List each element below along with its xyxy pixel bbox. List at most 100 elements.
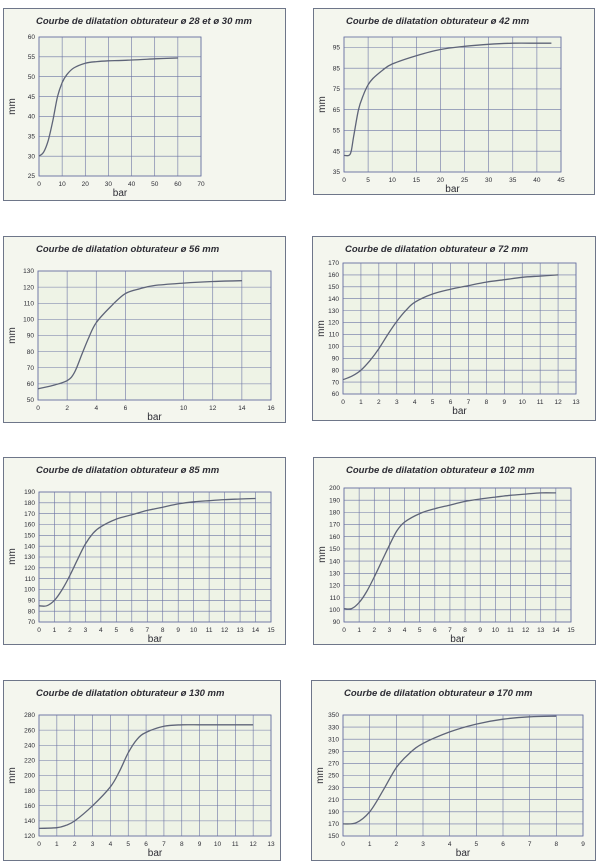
chart-title: Courbe de dilatation obturateur ø 85 mm	[36, 465, 220, 476]
chart-panel: Courbe de dilatation obturateur ø 72 mm 0…	[312, 236, 596, 421]
chart-title: Courbe de dilatation obturateur ø 102 mm	[346, 465, 535, 476]
x-tick-label: 11	[537, 399, 544, 406]
y-tick-label: 270	[328, 761, 339, 768]
x-axis-label: bar	[452, 406, 467, 417]
x-tick-label: 6	[124, 405, 128, 412]
y-tick-label: 90	[28, 598, 36, 605]
x-tick-label: 20	[82, 181, 90, 188]
y-tick-label: 90	[27, 333, 35, 340]
y-tick-label: 240	[24, 742, 35, 749]
y-tick-label: 350	[328, 712, 339, 719]
chart-plot: 0 1 2 3 4 5 6 7 8 9 10 11 12 136070809010011012013014…	[328, 260, 580, 406]
x-tick-label: 5	[418, 627, 422, 634]
y-tick-label: 95	[333, 45, 341, 52]
y-tick-label: 80	[332, 367, 340, 374]
x-tick-label: 10	[180, 405, 188, 412]
x-tick-label: 7	[162, 841, 166, 848]
y-axis-label: mm	[6, 97, 18, 115]
y-axis-label: mm	[6, 326, 18, 344]
x-tick-label: 16	[267, 405, 275, 412]
x-tick-label: 4	[403, 627, 407, 634]
y-tick-label: 150	[328, 284, 339, 291]
x-tick-label: 5	[431, 399, 435, 406]
y-tick-label: 60	[27, 381, 35, 388]
y-tick-label: 45	[333, 148, 341, 155]
x-tick-label: 11	[206, 627, 213, 634]
x-tick-label: 8	[180, 841, 184, 848]
y-tick-label: 140	[328, 296, 339, 303]
y-tick-label: 50	[27, 397, 35, 404]
y-tick-label: 180	[329, 510, 340, 517]
x-tick-label: 3	[91, 841, 95, 848]
y-tick-label: 140	[329, 558, 340, 565]
y-axis-label: mm	[6, 766, 18, 784]
chart-plot: 0 1 2 3 4 5 6 7 8 9 10 11 12 131201401601802002202402…	[24, 712, 275, 848]
x-tick-label: 8	[463, 627, 467, 634]
x-tick-label: 6	[144, 841, 148, 848]
x-tick-label: 35	[509, 177, 517, 184]
x-tick-label: 0	[36, 405, 40, 412]
x-tick-label: 0	[342, 627, 346, 634]
plot-area	[342, 262, 577, 395]
x-tick-label: 50	[151, 181, 159, 188]
chart-title: Courbe de dilatation obturateur ø 170 mm	[344, 688, 533, 699]
x-tick-label: 1	[53, 627, 57, 634]
x-tick-label: 4	[99, 627, 103, 634]
x-axis-label: bar	[147, 848, 163, 859]
y-tick-label: 280	[24, 712, 35, 719]
x-tick-label: 13	[236, 627, 244, 634]
y-tick-label: 190	[24, 489, 35, 496]
y-tick-label: 40	[28, 114, 36, 121]
x-tick-label: 8	[555, 841, 559, 848]
x-tick-label: 2	[65, 405, 69, 412]
chart-title: Courbe de dilatation obturateur ø 72 mm	[345, 244, 529, 255]
x-tick-label: 2	[395, 841, 399, 848]
x-tick-label: 15	[267, 627, 275, 634]
x-tick-label: 0	[37, 627, 41, 634]
x-tick-label: 40	[128, 181, 136, 188]
y-tick-label: 110	[24, 300, 35, 307]
x-tick-label: 0	[342, 177, 346, 184]
chart-panel: Courbe de dilatation obturateur ø 28 et …	[3, 8, 286, 201]
series-line	[37, 280, 242, 390]
x-tick-label: 60	[174, 181, 182, 188]
x-tick-label: 11	[507, 627, 514, 634]
y-tick-label: 90	[333, 619, 341, 626]
y-tick-label: 100	[24, 587, 35, 594]
x-tick-label: 2	[68, 627, 72, 634]
x-tick-label: 2	[73, 841, 77, 848]
chart-panel: Courbe de dilatation obturateur ø 130 mm…	[3, 680, 281, 861]
y-tick-label: 70	[27, 365, 35, 372]
chart-plot: 0 10 20 30 40 50 60 70 25 30 35 40 45 50 55 60	[28, 34, 205, 188]
y-tick-label: 220	[24, 758, 35, 765]
x-tick-label: 6	[501, 841, 505, 848]
chart-title: Courbe de dilatation obturateur ø 42 mm	[346, 16, 530, 27]
x-tick-label: 12	[250, 841, 258, 848]
y-tick-label: 160	[329, 534, 340, 541]
x-tick-label: 7	[467, 399, 471, 406]
y-tick-label: 170	[329, 522, 340, 529]
x-tick-label: 0	[341, 399, 345, 406]
y-axis-label: mm	[314, 766, 326, 784]
x-tick-label: 12	[554, 399, 562, 406]
series-line	[343, 492, 556, 610]
y-tick-label: 35	[333, 169, 341, 176]
y-tick-label: 210	[328, 797, 339, 804]
x-tick-label: 14	[552, 627, 560, 634]
x-tick-label: 13	[267, 841, 275, 848]
y-tick-label: 130	[23, 268, 34, 275]
x-tick-label: 10	[59, 181, 67, 188]
y-tick-label: 90	[332, 355, 340, 362]
x-tick-label: 4	[109, 841, 113, 848]
x-tick-label: 7	[448, 627, 452, 634]
y-tick-label: 60	[28, 34, 36, 41]
y-axis-label: mm	[316, 546, 328, 563]
x-tick-label: 6	[130, 627, 134, 634]
x-tick-label: 10	[190, 627, 198, 634]
y-axis-label: mm	[316, 95, 328, 113]
x-tick-label: 4	[448, 841, 452, 848]
chart-panel: Courbe de dilatation obturateur ø 102 mm…	[313, 457, 596, 645]
x-tick-label: 5	[115, 627, 119, 634]
x-tick-label: 1	[359, 399, 363, 406]
